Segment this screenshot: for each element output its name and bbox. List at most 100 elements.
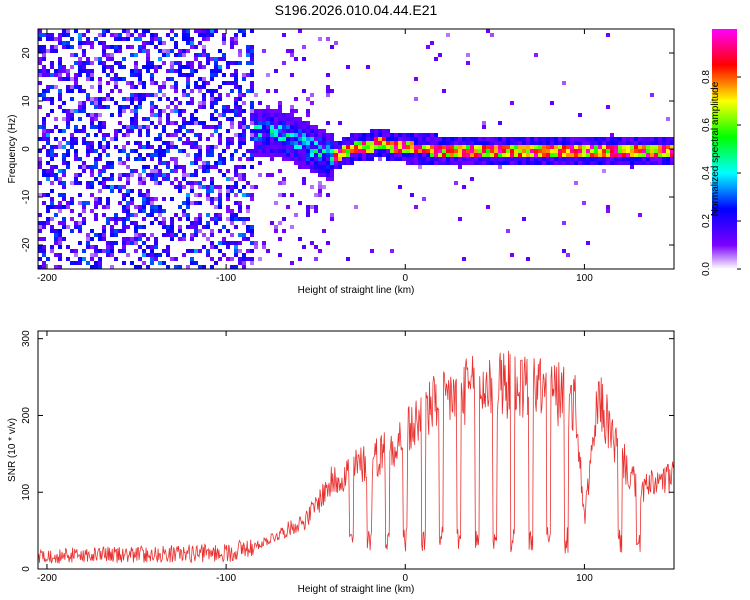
colorbar-tick-label: 0.6 xyxy=(701,118,712,132)
spectrogram-cell xyxy=(502,141,506,145)
spectrogram-cell xyxy=(258,161,262,165)
spectrogram-cell xyxy=(166,165,170,169)
spectrogram-cell xyxy=(478,157,482,161)
spectrogram-cell xyxy=(218,65,222,69)
spectrogram-cell xyxy=(78,69,82,73)
spectrogram-cell xyxy=(250,29,254,33)
spectrogram-cell xyxy=(138,77,142,81)
spectrogram-cell xyxy=(94,165,98,169)
spectrogram-cell xyxy=(366,141,370,145)
spectrogram-cell xyxy=(42,137,46,141)
spectrogram-cell xyxy=(522,137,526,141)
spectrogram-cell xyxy=(294,133,298,137)
spectrogram-cell xyxy=(74,173,78,177)
spectrogram-cell xyxy=(122,149,126,153)
spectrogram-cell xyxy=(154,125,158,129)
spectrogram-cell xyxy=(66,149,70,153)
spectrogram-cell xyxy=(102,61,106,65)
spectrogram-cell xyxy=(350,137,354,141)
spectrogram-cell xyxy=(614,137,618,141)
spectrogram-cell xyxy=(206,153,210,157)
spectrogram-cell xyxy=(274,137,278,141)
spectrogram-cell xyxy=(74,141,78,145)
spectrogram-cell xyxy=(110,165,114,169)
spectrogram-cell xyxy=(178,189,182,193)
spectrogram-cell xyxy=(254,117,258,121)
spectrogram-cell xyxy=(250,233,254,237)
spectrogram-cell xyxy=(106,93,110,97)
spectrogram-cell xyxy=(74,77,78,81)
spectrogram-cell xyxy=(614,149,618,153)
spectrogram-cell xyxy=(290,109,294,113)
spectrogram-cell xyxy=(54,177,58,181)
spectrogram-cell xyxy=(38,225,42,229)
spectrogram-cell xyxy=(318,185,322,189)
spectrogram-cell xyxy=(178,181,182,185)
spectrogram-cell xyxy=(38,221,42,225)
spectrogram-cell xyxy=(130,149,134,153)
spectrogram-cell xyxy=(498,145,502,149)
spectrogram-cell xyxy=(74,261,78,265)
spectrogram-cell xyxy=(206,61,210,65)
spectrogram-cell xyxy=(102,229,106,233)
spectrogram-cell xyxy=(282,181,286,185)
spectrogram-cell xyxy=(374,145,378,149)
spectrogram-cell xyxy=(98,89,102,93)
spectrogram-cell xyxy=(486,141,490,145)
spectrogram-cell xyxy=(386,157,390,161)
spectrogram-cell xyxy=(142,241,146,245)
spectrogram-cell xyxy=(86,181,90,185)
spectrogram-cell xyxy=(654,161,658,165)
spectrogram-cell xyxy=(178,101,182,105)
spectrogram-cell xyxy=(114,137,118,141)
spectrogram-cell xyxy=(126,81,130,85)
spectrogram-cell xyxy=(186,193,190,197)
spectrogram-cell xyxy=(86,241,90,245)
spectrogram-cell xyxy=(362,153,366,157)
spectrogram-cell xyxy=(606,153,610,157)
spectrogram-cell xyxy=(58,69,62,73)
spectrogram-cell xyxy=(462,161,466,165)
spectrogram-cell xyxy=(242,121,246,125)
spectrogram-cell xyxy=(150,81,154,85)
spectrogram-cell xyxy=(414,205,418,209)
spectrogram-cell xyxy=(62,69,66,73)
spectrogram-cell xyxy=(42,45,46,49)
spectrogram-cell xyxy=(174,97,178,101)
spectrogram-cell xyxy=(326,85,330,89)
spectrogram-cell xyxy=(158,253,162,257)
spectrogram-cell xyxy=(306,129,310,133)
spectrogram-cell xyxy=(194,217,198,221)
spectrogram-cell xyxy=(66,33,70,37)
spectrogram-cell xyxy=(114,257,118,261)
spectrogram-cell xyxy=(202,81,206,85)
spectrogram-cell xyxy=(226,189,230,193)
spectrogram-cell xyxy=(226,137,230,141)
spectrogram-cell xyxy=(42,245,46,249)
spectrogram-cell xyxy=(366,133,370,137)
spectrogram-cell xyxy=(314,157,318,161)
spectrogram-cell xyxy=(126,105,130,109)
spectrogram-cell xyxy=(42,193,46,197)
spectrogram-cell xyxy=(346,65,350,69)
spectrogram-cell xyxy=(266,125,270,129)
spectrogram-cell xyxy=(66,73,70,77)
spectrogram-cell xyxy=(442,145,446,149)
spectrogram-cell xyxy=(426,157,430,161)
spectrogram-cell xyxy=(218,141,222,145)
spectrogram-cell xyxy=(174,157,178,161)
spectrogram-cell xyxy=(198,137,202,141)
spectrogram-cell xyxy=(218,137,222,141)
spectrogram-cell xyxy=(178,229,182,233)
spectrogram-cell xyxy=(294,145,298,149)
spectrogram-cell xyxy=(242,177,246,181)
spectrogram-cell xyxy=(602,149,606,153)
spectrogram-cell xyxy=(406,137,410,141)
spectrogram-cell xyxy=(58,65,62,69)
spectrogram-cell xyxy=(142,169,146,173)
spectrogram-cell xyxy=(50,85,54,89)
spectrogram-cell xyxy=(166,121,170,125)
spectrogram-cell xyxy=(218,57,222,61)
spectrogram-cell xyxy=(390,137,394,141)
spectrogram-cell xyxy=(198,153,202,157)
